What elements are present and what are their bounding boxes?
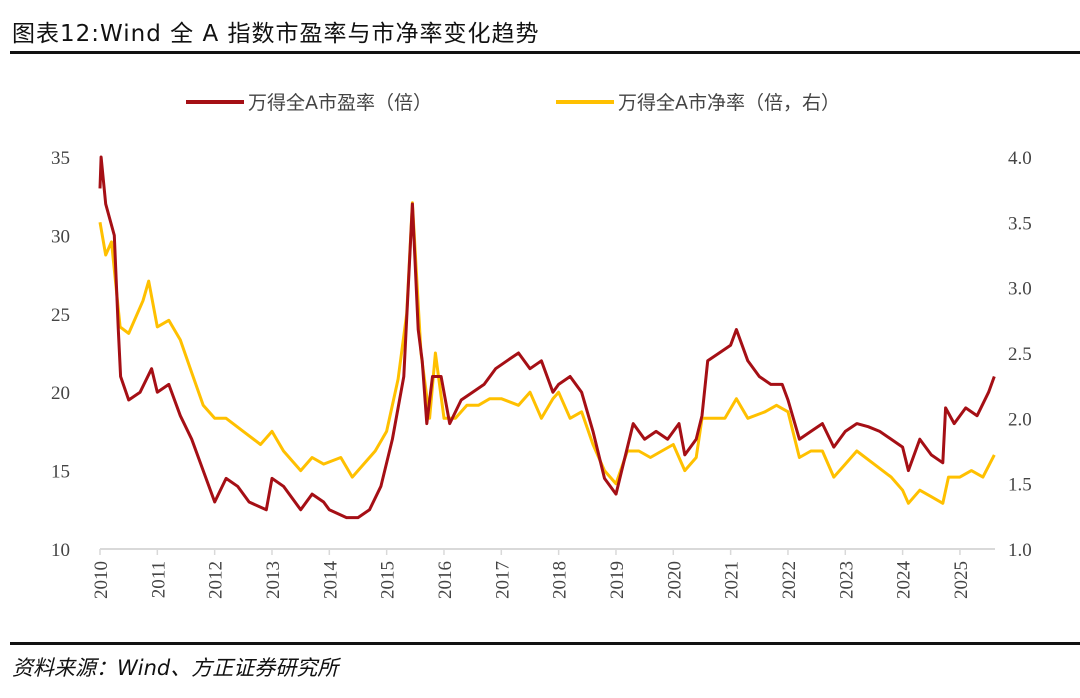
- x-tick-label: 2017: [492, 561, 513, 599]
- y-left-tick-label: 30: [51, 226, 70, 247]
- x-tick-label: 2018: [550, 561, 571, 599]
- x-tick-label: 2025: [951, 561, 972, 599]
- x-tick-label: 2019: [607, 561, 628, 599]
- y-right-tick-label: 1.0: [1008, 540, 1032, 561]
- y-left-tick-label: 15: [51, 462, 70, 483]
- y-right-tick-label: 3.5: [1008, 213, 1032, 234]
- x-tick-label: 2020: [664, 561, 685, 599]
- y-left-tick-label: 20: [51, 383, 70, 404]
- chart-title: 图表12:Wind 全 A 指数市盈率与市净率变化趋势: [12, 21, 540, 47]
- x-tick-label: 2021: [722, 561, 743, 599]
- x-tick-label: 2010: [91, 561, 112, 599]
- y-left-tick-label: 10: [51, 540, 70, 561]
- x-tick-label: 2022: [779, 561, 800, 599]
- y-right-tick-label: 4.0: [1008, 148, 1032, 169]
- pe-series-line: [98, 155, 996, 520]
- x-tick-label: 2023: [836, 561, 857, 599]
- y-left-tick-label: 25: [51, 305, 70, 326]
- x-tick-label: 2016: [435, 561, 456, 599]
- pb-series-line: [98, 201, 996, 505]
- y-right-tick-label: 1.5: [1008, 475, 1032, 496]
- y-right-tick-label: 3.0: [1008, 279, 1032, 300]
- x-tick-label: 2012: [206, 561, 227, 599]
- x-tick-label: 2013: [263, 561, 284, 599]
- legend-label: 万得全A市净率（倍，右）: [618, 92, 840, 114]
- y-left-tick-label: 35: [51, 148, 70, 169]
- source-divider: [10, 642, 1080, 645]
- legend-label: 万得全A市盈率（倍）: [248, 92, 432, 114]
- y-right-tick-label: 2.0: [1008, 409, 1032, 430]
- y-right-tick-label: 2.5: [1008, 344, 1032, 365]
- x-tick-label: 2011: [148, 561, 169, 598]
- x-tick-label: 2014: [320, 561, 341, 600]
- x-tick-label: 2015: [378, 561, 399, 599]
- x-tick-label: 2024: [894, 561, 915, 600]
- title-divider: [10, 51, 1080, 54]
- source-note: 资料来源：Wind、方正证券研究所: [12, 656, 339, 680]
